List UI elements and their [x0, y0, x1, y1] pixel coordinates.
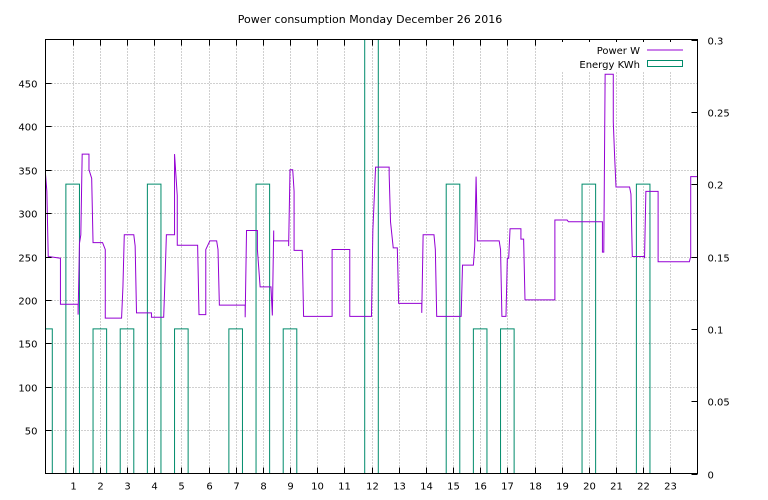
y2-tick-label: 0.15	[708, 254, 730, 265]
y2-tick-label: 0.25	[708, 109, 730, 120]
x-tick-label: 15	[447, 482, 460, 493]
legend-label-energy: Energy KWh	[579, 60, 640, 71]
x-tick-label: 1	[70, 482, 76, 493]
legend: Power W Energy KWh	[560, 42, 688, 72]
power-line	[45, 73, 698, 319]
x-tick-label: 5	[178, 482, 184, 493]
x-tick-label: 8	[260, 482, 266, 493]
y-tick-label: 50	[25, 427, 38, 438]
x-tick-label: 19	[556, 482, 569, 493]
y-tick-label: 200	[18, 297, 37, 308]
x-tick-label: 20	[583, 482, 596, 493]
y-tick-label: 150	[18, 340, 37, 351]
x-tick-label: 4	[151, 482, 157, 493]
x-tick-label: 2	[97, 482, 103, 493]
legend-label-power: Power W	[597, 46, 640, 57]
legend-swatch-energy	[647, 60, 683, 67]
grid	[45, 39, 698, 474]
x-tick-label: 3	[124, 482, 130, 493]
energy-bar	[255, 183, 271, 474]
x-tick-label: 9	[287, 482, 293, 493]
energy-bar	[174, 328, 189, 474]
y2-tick-label: 0.3	[708, 37, 724, 48]
chart-title: Power consumption Monday December 26 201…	[238, 13, 502, 26]
energy-bar	[92, 328, 108, 474]
y2-tick-label: 0.1	[708, 326, 724, 337]
y2-tick-label: 0	[708, 471, 714, 482]
y2-tick-label: 0.05	[708, 398, 730, 409]
energy-bar	[581, 183, 597, 474]
x-tick-label: 13	[393, 482, 406, 493]
energy-bar	[228, 328, 243, 474]
x-tick-label: 23	[664, 482, 677, 493]
y-tick-label: 350	[18, 167, 37, 178]
y-tick-label: 300	[18, 210, 37, 221]
x-tick-label: 17	[501, 482, 514, 493]
y-tick-label: 250	[18, 254, 37, 265]
x-tick-label: 21	[610, 482, 623, 493]
x-tick-label: 18	[529, 482, 542, 493]
x-tick-label: 6	[206, 482, 212, 493]
energy-bar	[472, 328, 488, 474]
energy-bar	[500, 328, 515, 474]
energy-bar	[445, 183, 461, 474]
x-tick-label: 16	[474, 482, 487, 493]
energy-bar	[65, 183, 80, 474]
energy-bar	[146, 183, 162, 474]
energy-bar	[282, 328, 298, 474]
x-tick-label: 11	[338, 482, 351, 493]
x-tick-label: 10	[311, 482, 324, 493]
y2-tick-label: 0.2	[708, 181, 724, 192]
axes: 1 2 3 4 5 6 7 8 9 10 11 12 13 14 15 16 17 18 19 20 21 22 23501…	[18, 37, 729, 493]
y-tick-label: 100	[18, 384, 37, 395]
x-tick-label: 12	[366, 482, 379, 493]
y-tick-label: 450	[18, 80, 37, 91]
x-tick-label: 7	[233, 482, 239, 493]
series-layer	[45, 39, 698, 474]
y-tick-label: 400	[18, 123, 37, 134]
x-tick-label: 22	[637, 482, 650, 493]
x-tick-label: 14	[420, 482, 433, 493]
energy-bar	[119, 328, 135, 474]
plot-frame	[45, 39, 698, 474]
energy-bar	[635, 183, 651, 474]
